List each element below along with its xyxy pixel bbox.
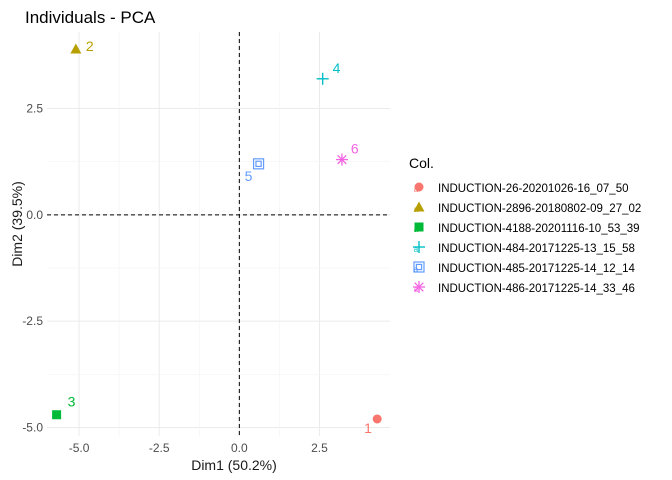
data-point-2 xyxy=(70,43,82,54)
legend-label: INDUCTION-484-20171225-13_15_58 xyxy=(438,243,635,255)
y-tick-label: -5.0 xyxy=(22,420,43,434)
chart-title: Individuals - PCA xyxy=(25,8,156,27)
legend-key-plus: a xyxy=(413,241,425,254)
legend-label: INDUCTION-485-20171225-14_12_14 xyxy=(438,263,635,275)
legend-label: INDUCTION-26-20201026-16_07_50 xyxy=(438,183,629,195)
x-tick-label: -2.5 xyxy=(149,441,170,455)
y-tick-label: 2.5 xyxy=(26,102,43,116)
legend-key-asterisk: a xyxy=(413,281,425,294)
point-label-5: 5 xyxy=(245,168,253,184)
point-label-2: 2 xyxy=(86,38,94,54)
x-axis-title: Dim1 (50.2%) xyxy=(191,457,277,473)
x-tick-label: 0.0 xyxy=(231,441,248,455)
legend-item: a INDUCTION-486-20171225-14_33_46 xyxy=(413,281,635,295)
legend-key-circle: a xyxy=(414,182,424,194)
svg-text:a: a xyxy=(414,225,419,234)
legend-item: a INDUCTION-484-20171225-13_15_58 xyxy=(413,241,635,255)
legend-item: a INDUCTION-26-20201026-16_07_50 xyxy=(414,182,629,195)
legend-item: a INDUCTION-485-20171225-14_12_14 xyxy=(413,261,635,275)
data-point-3 xyxy=(52,410,62,420)
svg-text:a: a xyxy=(414,185,419,194)
point-label-6: 6 xyxy=(351,141,359,157)
data-point-6 xyxy=(335,153,348,166)
legend: Col. a INDUCTION-26-20201026-16_07_50a IND… xyxy=(409,155,641,295)
tick-labels: -5.0 -2.5 0.0 2.5 -5.0 -2.5 0.0 2.5 xyxy=(22,102,328,455)
legend-key-boxed-square: a xyxy=(413,261,425,274)
svg-text:a: a xyxy=(414,285,419,294)
point-label-1: 1 xyxy=(364,420,372,436)
svg-text:a: a xyxy=(414,205,419,214)
y-axis-title: Dim2 (39.5%) xyxy=(9,181,25,267)
data-point-5 xyxy=(252,158,265,170)
legend-label: INDUCTION-2896-20180802-09_27_02 xyxy=(438,203,641,215)
x-tick-label: 2.5 xyxy=(311,441,328,455)
legend-label: INDUCTION-4188-20201116-10_53_39 xyxy=(438,223,640,235)
data-point-1 xyxy=(372,414,382,424)
point-label-3: 3 xyxy=(68,394,76,410)
svg-text:a: a xyxy=(414,265,419,274)
y-tick-label: -2.5 xyxy=(22,314,43,328)
y-tick-label: 0.0 xyxy=(26,208,43,222)
legend-label: INDUCTION-486-20171225-14_33_46 xyxy=(438,283,635,295)
legend-item: a INDUCTION-2896-20180802-09_27_02 xyxy=(413,201,641,215)
legend-item: a INDUCTION-4188-20201116-10_53_39 xyxy=(414,222,640,235)
reference-lines xyxy=(47,32,390,436)
x-tick-label: -5.0 xyxy=(69,441,90,455)
point-label-4: 4 xyxy=(333,60,341,76)
data-points: 1 2 3 4 5 6 xyxy=(52,38,382,436)
grid xyxy=(47,32,390,436)
svg-text:a: a xyxy=(414,245,419,254)
legend-key-square: a xyxy=(414,222,424,234)
data-point-4 xyxy=(316,72,329,85)
legend-title: Col. xyxy=(409,155,434,171)
legend-key-triangle: a xyxy=(413,201,425,214)
